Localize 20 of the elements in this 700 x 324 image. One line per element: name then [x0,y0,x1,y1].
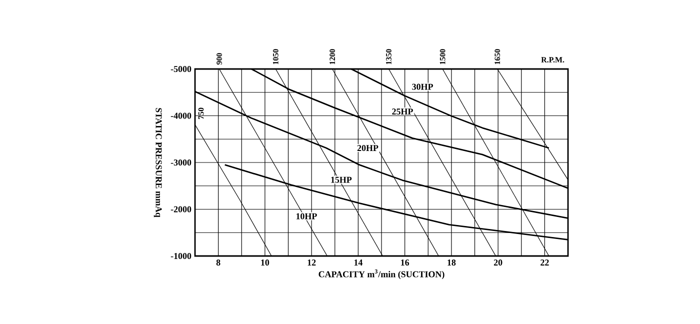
y-tick-label: -3000 [170,159,192,166]
annotation: 10HP [296,213,317,220]
y-tick-label: -4000 [170,112,192,119]
y-tick-label: -2000 [170,206,192,212]
y-axis-title: STATIC PRESSURE mmAq [154,108,162,218]
annotation: 20HP [357,144,378,152]
x-tick-label: 10 [261,260,270,266]
x-tick-label: 22 [540,260,549,266]
annotation: 30HP [412,84,433,90]
x-axis-title: CAPACITY m$^{3}$/min (SUCTION) [318,269,444,280]
annotation: 25HP [392,108,413,115]
x-tick-label: 14 [354,260,363,266]
x-tick-label: 12 [308,260,316,266]
y-tick-label: -1000 [170,252,192,260]
annotation: 15HP [331,176,352,183]
x-tick-label: 18 [448,260,456,266]
y-tick-label: -5000 [170,66,192,72]
x-tick-label: 16 [401,260,410,266]
x-tick-label: 8 [216,260,220,266]
x-tick-label: 20 [494,260,502,266]
